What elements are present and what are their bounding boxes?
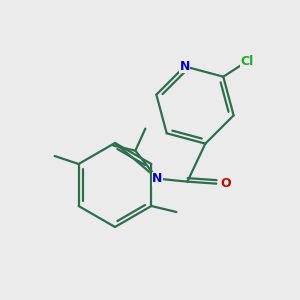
Text: Cl: Cl xyxy=(241,55,254,68)
Text: N: N xyxy=(179,60,190,73)
Text: N: N xyxy=(152,172,163,185)
Text: O: O xyxy=(220,177,231,190)
